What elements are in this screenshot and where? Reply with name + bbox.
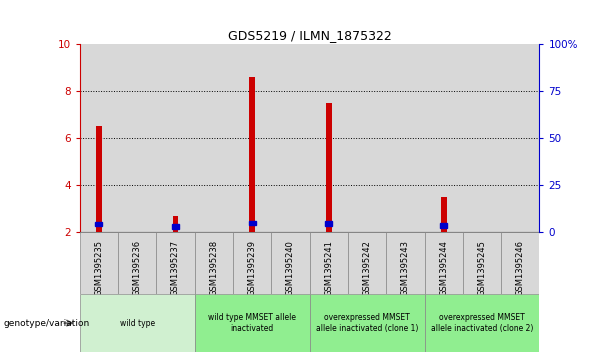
Bar: [118, 44, 156, 232]
Bar: [249, 221, 256, 225]
Bar: [271, 44, 310, 232]
Bar: [172, 224, 179, 229]
Bar: [80, 44, 118, 232]
Bar: [118, 232, 156, 294]
Text: GSM1395239: GSM1395239: [248, 240, 257, 296]
Bar: [424, 294, 539, 352]
Text: overexpressed MMSET
allele inactivated (clone 2): overexpressed MMSET allele inactivated (…: [431, 313, 533, 333]
Bar: [463, 44, 501, 232]
Bar: [156, 232, 195, 294]
Bar: [501, 44, 539, 232]
Bar: [463, 232, 501, 294]
Bar: [326, 102, 332, 232]
Bar: [249, 77, 255, 232]
Text: GSM1395240: GSM1395240: [286, 240, 295, 295]
Text: genotype/variation: genotype/variation: [3, 319, 89, 327]
Text: GSM1395245: GSM1395245: [478, 240, 487, 295]
Bar: [326, 221, 332, 226]
Text: GSM1395243: GSM1395243: [401, 240, 410, 296]
Text: GSM1395242: GSM1395242: [362, 240, 371, 295]
Bar: [440, 223, 447, 228]
Text: wild type: wild type: [120, 319, 154, 327]
Text: GSM1395238: GSM1395238: [209, 240, 218, 296]
Bar: [348, 44, 386, 232]
Bar: [233, 44, 271, 232]
Bar: [310, 232, 348, 294]
Bar: [441, 197, 446, 232]
Text: GSM1395235: GSM1395235: [94, 240, 104, 296]
Bar: [233, 232, 271, 294]
Bar: [424, 232, 463, 294]
Bar: [271, 232, 310, 294]
Bar: [195, 44, 233, 232]
Bar: [195, 232, 233, 294]
Bar: [348, 232, 386, 294]
Text: overexpressed MMSET
allele inactivated (clone 1): overexpressed MMSET allele inactivated (…: [316, 313, 418, 333]
Title: GDS5219 / ILMN_1875322: GDS5219 / ILMN_1875322: [227, 29, 392, 42]
Bar: [386, 232, 424, 294]
Bar: [156, 44, 195, 232]
Text: GSM1395237: GSM1395237: [171, 240, 180, 296]
Text: GSM1395236: GSM1395236: [132, 240, 142, 296]
Bar: [96, 222, 102, 227]
Bar: [501, 232, 539, 294]
Bar: [173, 216, 178, 232]
Bar: [80, 232, 118, 294]
Bar: [310, 294, 424, 352]
Text: GSM1395246: GSM1395246: [516, 240, 525, 296]
Text: GSM1395241: GSM1395241: [324, 240, 333, 295]
Bar: [310, 44, 348, 232]
Bar: [424, 44, 463, 232]
Text: wild type MMSET allele
inactivated: wild type MMSET allele inactivated: [208, 313, 296, 333]
Bar: [195, 294, 310, 352]
Bar: [80, 294, 195, 352]
Text: GSM1395244: GSM1395244: [439, 240, 448, 295]
Bar: [96, 126, 102, 232]
Bar: [386, 44, 424, 232]
